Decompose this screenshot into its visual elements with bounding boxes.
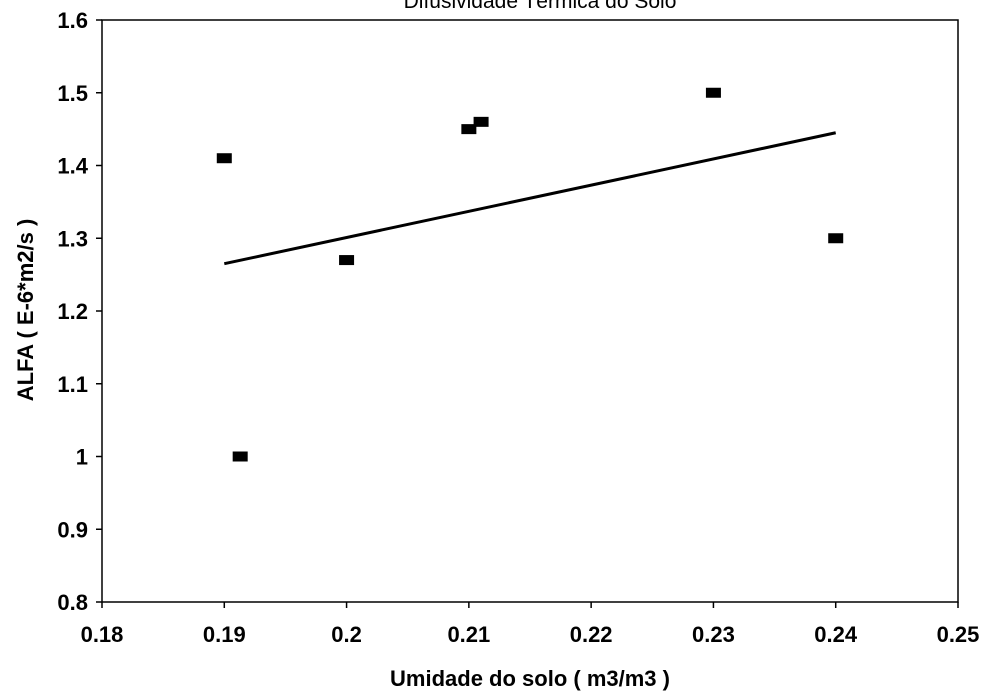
data-point <box>473 116 489 127</box>
y-tick-label: 1.4 <box>57 154 88 179</box>
x-tick-label: 0.21 <box>447 622 490 647</box>
x-tick-label: 0.22 <box>570 622 613 647</box>
x-tick-label: 0.2 <box>331 622 362 647</box>
chart-title: Difusividade Térmica do Solo <box>404 0 677 13</box>
y-axis-ticks: 0.8 0.9 1 1.1 1.2 1.3 1.4 1.5 1.6 <box>57 8 102 615</box>
y-tick-label: 0.9 <box>57 517 88 542</box>
x-tick-label: 0.24 <box>814 622 858 647</box>
y-tick-label: 1 <box>76 445 88 470</box>
y-axis-label: ALFA ( E-6*m2/s ) <box>13 219 38 402</box>
x-axis-ticks: 0.18 0.19 0.2 0.21 0.22 0.23 0.24 0.25 <box>81 602 980 647</box>
y-tick-label: 1.3 <box>57 226 88 251</box>
data-point <box>232 451 248 462</box>
x-tick-label: 0.25 <box>937 622 980 647</box>
data-point <box>216 153 232 164</box>
x-tick-label: 0.19 <box>203 622 246 647</box>
data-point <box>339 255 355 266</box>
plot-area-frame <box>101 19 959 603</box>
y-tick-label: 1.1 <box>57 372 88 397</box>
x-tick-label: 0.18 <box>81 622 124 647</box>
y-tick-label: 0.8 <box>57 590 88 615</box>
data-points <box>216 87 844 462</box>
y-tick-label: 1.5 <box>57 81 88 106</box>
data-point <box>828 233 844 244</box>
y-tick-label: 1.6 <box>57 8 88 33</box>
x-axis-label: Umidade do solo ( m3/m3 ) <box>390 666 670 691</box>
data-point <box>705 87 721 98</box>
x-tick-label: 0.23 <box>692 622 735 647</box>
y-tick-label: 1.2 <box>57 299 88 324</box>
data-point <box>461 124 477 135</box>
trend-line <box>223 131 837 266</box>
